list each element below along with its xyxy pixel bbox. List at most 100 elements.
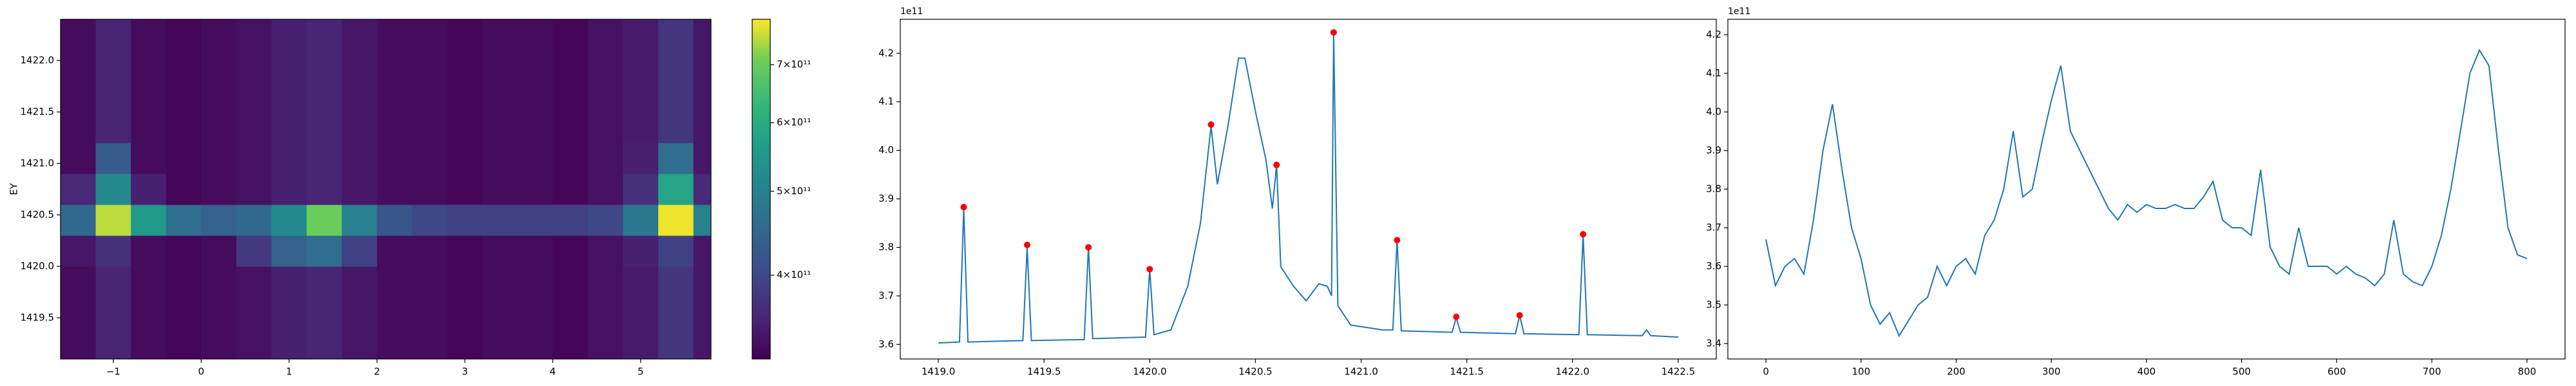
- heatmap-cell: [693, 174, 712, 205]
- heatmap-cell: [412, 50, 448, 82]
- heatmap-cell: [307, 174, 343, 205]
- x-tick-label: 300: [2042, 366, 2061, 378]
- heatmap-cell: [517, 112, 553, 143]
- y-tick-label: 3.4: [1706, 338, 1721, 349]
- y-tick-label: 3.7: [878, 290, 894, 301]
- heatmap-cell: [341, 112, 377, 143]
- heatmap-cell: [95, 266, 131, 298]
- heatmap-cell: [482, 297, 518, 329]
- heatmap-cell: [61, 235, 97, 267]
- heatmap-cell: [166, 50, 202, 82]
- x-tick-label: 500: [2232, 366, 2251, 378]
- heatmap-cell: [307, 235, 343, 267]
- heatmap-cell: [166, 266, 202, 298]
- heatmap-cell: [61, 50, 97, 82]
- heatmap-cell: [482, 174, 518, 205]
- y-tick-label: 1422.0: [21, 55, 55, 66]
- x-tick-label: 1422.0: [1556, 366, 1590, 378]
- heatmap-cell: [517, 19, 553, 51]
- heatmap-cell: [517, 174, 553, 205]
- x-tick-label: 100: [1852, 366, 1870, 378]
- x-tick-label: 1420.0: [1133, 366, 1167, 378]
- heatmap-cell: [447, 174, 483, 205]
- heatmap-cell: [201, 235, 237, 267]
- heatmap-cell: [517, 143, 553, 174]
- y-tick-label: 1421.5: [21, 106, 55, 118]
- x-tick-label: 1419.5: [1027, 366, 1061, 378]
- x-tick-label: 1419.0: [922, 366, 956, 378]
- axes-frame: [60, 19, 712, 360]
- heatmap-cell: [201, 266, 237, 298]
- heatmap-cell: [587, 266, 624, 298]
- heatmap-cell: [587, 174, 624, 205]
- y-tick-label: 3.9: [1706, 145, 1721, 156]
- heatmap-cell: [658, 235, 694, 267]
- heatmap-cell: [623, 81, 659, 113]
- heatmap-cell: [236, 266, 272, 298]
- heatmap-cell: [447, 143, 483, 174]
- y-tick-label: 1421.0: [21, 158, 55, 169]
- heatmap-cell: [412, 205, 448, 236]
- heatmap-cell: [482, 50, 518, 82]
- heatmap-cell: [307, 143, 343, 174]
- heatmap-cell: [553, 328, 589, 360]
- heatmap-cell: [412, 81, 448, 113]
- heatmap-cell: [131, 81, 167, 113]
- heatmap-cell: [412, 328, 448, 360]
- heatmap-cell: [201, 19, 237, 51]
- heatmap-cell: [271, 112, 307, 143]
- heatmap-cell: [61, 266, 97, 298]
- heatmap-cell: [131, 112, 167, 143]
- heatmap-cell: [307, 50, 343, 82]
- heatmap-cell: [271, 328, 307, 360]
- heatmap-cell: [553, 266, 589, 298]
- heatmap-cell: [271, 266, 307, 298]
- heatmap-cell: [553, 174, 589, 205]
- heatmap-cell: [587, 297, 624, 329]
- heatmap-cell: [587, 112, 624, 143]
- heatmap-cell: [447, 205, 483, 236]
- heatmap-cell: [61, 143, 97, 174]
- heatmap-cell: [377, 143, 413, 174]
- heatmap-cell: [377, 266, 413, 298]
- data-line: [938, 33, 1678, 344]
- heatmap-cell: [447, 81, 483, 113]
- y-tick-label: 3.5: [1706, 299, 1721, 311]
- y-tick-label: 3.6: [878, 338, 894, 350]
- heatmap-cell: [412, 143, 448, 174]
- x-tick-label: 5: [638, 366, 644, 378]
- heatmap-cell: [517, 297, 553, 329]
- heatmap-cell: [658, 143, 694, 174]
- heatmap-cell: [95, 50, 131, 82]
- heatmap-cell: [553, 19, 589, 51]
- heatmap-cell: [693, 266, 712, 298]
- heatmap-cell: [131, 143, 167, 174]
- heatmap-cell: [61, 328, 97, 360]
- heatmap-cell: [693, 143, 712, 174]
- heatmap-cell: [61, 112, 97, 143]
- peak-marker: [1023, 241, 1030, 248]
- heatmap-cell: [61, 19, 97, 51]
- heatmap-cell: [412, 112, 448, 143]
- heatmap-cell: [236, 205, 272, 236]
- heatmap-cell: [341, 266, 377, 298]
- heatmap-cell: [201, 205, 237, 236]
- x-tick-label: 400: [2137, 366, 2156, 378]
- heatmap-cell: [307, 297, 343, 329]
- heatmap-cell: [377, 112, 413, 143]
- peak-marker: [1580, 231, 1587, 238]
- x-tick-label: 1422.5: [1662, 366, 1696, 378]
- heatmap-cell: [236, 143, 272, 174]
- heatmap-cell: [447, 297, 483, 329]
- heatmap-cell: [341, 81, 377, 113]
- heatmap-cell: [201, 143, 237, 174]
- heatmap-cell: [587, 205, 624, 236]
- heatmap-cell: [482, 19, 518, 51]
- x-tick-label: 0: [198, 366, 205, 378]
- heatmap-cell: [166, 328, 202, 360]
- heatmap-cell: [658, 81, 694, 113]
- axes-frame: [900, 19, 1717, 360]
- peak-marker: [1330, 29, 1337, 36]
- heatmap-cell: [658, 266, 694, 298]
